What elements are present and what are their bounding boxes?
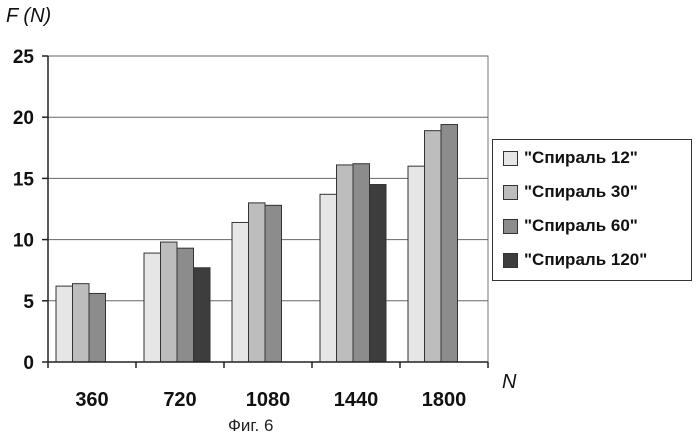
y-tick-label: 0	[23, 353, 34, 374]
bar	[441, 125, 458, 362]
legend-item: "Спираль 12"	[503, 148, 638, 168]
x-tick-label: 1440	[334, 389, 379, 411]
y-axis-label: F (N)	[6, 5, 51, 27]
figure-caption: Фиг. 6	[228, 416, 273, 436]
bar	[370, 185, 387, 362]
bar	[249, 203, 266, 362]
bar	[194, 268, 211, 362]
bar	[232, 222, 249, 362]
bar	[337, 165, 354, 362]
y-tick-label: 10	[13, 231, 34, 252]
y-tick-label: 25	[13, 47, 35, 68]
bar	[408, 166, 425, 362]
bar	[73, 284, 90, 362]
legend-swatch	[503, 151, 518, 166]
y-tick-label: 20	[13, 108, 34, 129]
legend-label: "Спираль 30"	[524, 182, 638, 202]
y-tick-label: 5	[23, 292, 34, 313]
legend-item: "Спираль 60"	[503, 216, 638, 236]
bar	[320, 194, 337, 362]
y-tick-label: 15	[13, 169, 35, 190]
bar	[353, 164, 370, 362]
x-tick-label: 1800	[422, 389, 467, 411]
legend-swatch	[503, 253, 518, 268]
x-tick-label: 360	[75, 389, 108, 411]
legend-label: "Спираль 12"	[524, 148, 638, 168]
bar	[144, 253, 161, 362]
x-tick-label: 720	[163, 389, 196, 411]
bar	[161, 242, 178, 362]
legend-label: "Спираль 120"	[524, 250, 647, 270]
legend: "Спираль 12" "Спираль 30" "Спираль 60" "Спи…	[492, 139, 692, 281]
x-axis-label: N	[502, 371, 517, 393]
legend-swatch	[503, 219, 518, 234]
legend-label: "Спираль 60"	[524, 216, 638, 236]
bar	[177, 248, 194, 362]
bar	[56, 286, 73, 362]
bar	[425, 131, 442, 362]
legend-item: "Спираль 30"	[503, 182, 638, 202]
x-tick-label: 1080	[246, 389, 291, 411]
bar	[89, 293, 106, 362]
legend-swatch	[503, 185, 518, 200]
legend-item: "Спираль 120"	[503, 250, 647, 270]
bar	[265, 205, 282, 362]
